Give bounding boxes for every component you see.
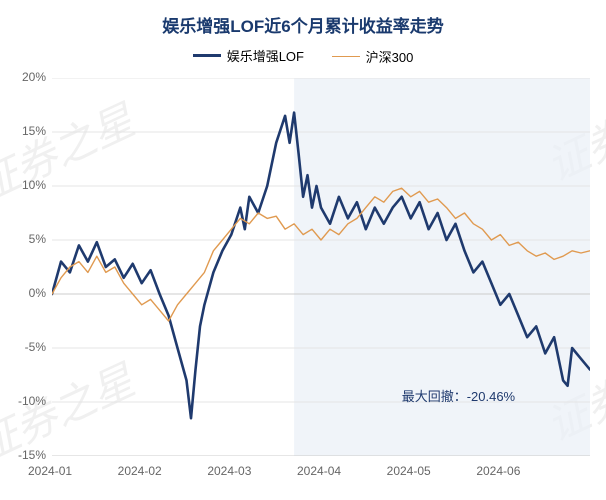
legend-item-series2: 沪深300 (332, 47, 414, 66)
y-tick-label: 20% (22, 70, 46, 84)
legend-swatch-2 (332, 56, 360, 58)
y-tick-label: 10% (22, 178, 46, 192)
x-tick-label: 2024-04 (297, 464, 341, 478)
legend-item-series1: 娱乐增强LOF (193, 46, 304, 65)
max-drawdown-annotation: 最大回撤：-20.46% (402, 386, 515, 405)
y-tick-label: -15% (18, 448, 46, 462)
chart-title: 娱乐增强LOF近6个月累计收益率走势 (0, 0, 606, 45)
legend-swatch-1 (193, 54, 221, 57)
legend: 娱乐增强LOF 沪深300 (0, 45, 606, 76)
x-tick-label: 2024-02 (118, 464, 162, 478)
legend-label-2: 沪深300 (366, 47, 414, 66)
x-tick-label: 2024-03 (207, 464, 251, 478)
y-tick-label: 15% (22, 124, 46, 138)
x-tick-label: 2024-01 (28, 464, 72, 478)
x-tick-label: 2024-05 (387, 464, 431, 478)
chart-container: 娱乐增强LOF近6个月累计收益率走势 娱乐增强LOF 沪深300 证券之星证券之… (0, 0, 606, 500)
y-tick-label: 5% (29, 232, 46, 246)
legend-label-1: 娱乐增强LOF (227, 46, 304, 65)
y-tick-label: -10% (18, 394, 46, 408)
y-tick-label: -5% (25, 340, 46, 354)
x-tick-label: 2024-06 (476, 464, 520, 478)
y-tick-label: 0% (29, 286, 46, 300)
